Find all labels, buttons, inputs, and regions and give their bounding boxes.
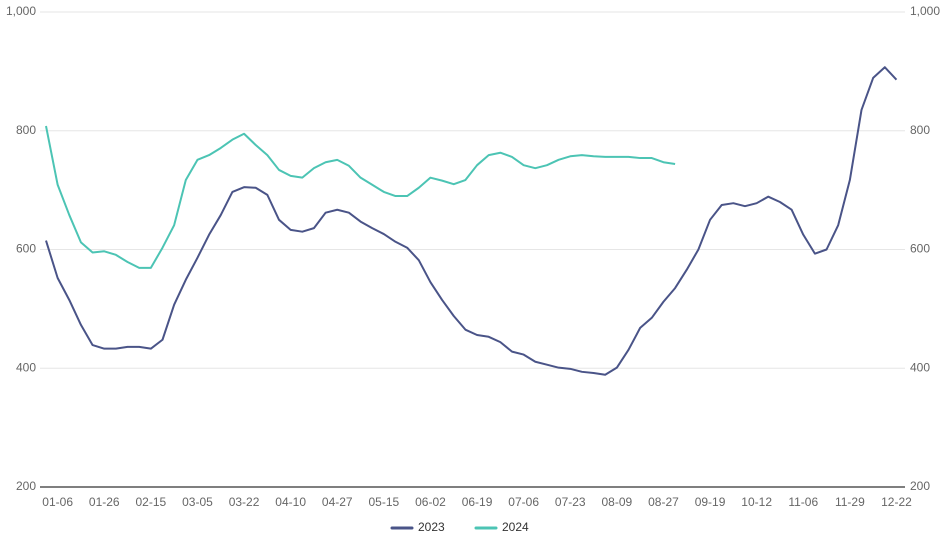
- x-tick-label: 08-09: [601, 495, 632, 509]
- y-tick-label: 1,000: [6, 4, 36, 18]
- x-tick-label: 11-29: [835, 495, 865, 509]
- legend-label: 2024: [502, 520, 529, 534]
- x-tick-label: 03-05: [182, 495, 213, 509]
- x-tick-label: 06-02: [415, 495, 446, 509]
- y2-tick-label: 1,000: [910, 4, 940, 18]
- x-tick-label: 01-26: [89, 495, 120, 509]
- x-tick-label: 03-22: [229, 495, 260, 509]
- y2-tick-label: 800: [910, 123, 930, 137]
- x-tick-label: 10-12: [741, 495, 772, 509]
- x-tick-label: 08-27: [648, 495, 679, 509]
- x-tick-label: 07-06: [508, 495, 539, 509]
- y-tick-label: 800: [16, 123, 36, 137]
- y2-tick-label: 600: [910, 242, 930, 256]
- series-line: [45, 66, 898, 376]
- series-line: [45, 125, 676, 269]
- legend-label: 2023: [418, 520, 445, 534]
- x-tick-label: 04-27: [322, 495, 353, 509]
- x-tick-label: 01-06: [42, 495, 73, 509]
- x-tick-label: 07-23: [555, 495, 586, 509]
- y-tick-label: 600: [16, 242, 36, 256]
- x-tick-label: 11-06: [788, 495, 818, 509]
- x-tick-label: 09-19: [695, 495, 726, 509]
- x-tick-label: 12-22: [881, 495, 912, 509]
- x-tick-label: 04-10: [275, 495, 306, 509]
- y-tick-label: 400: [16, 360, 36, 374]
- y2-tick-label: 400: [910, 360, 930, 374]
- x-tick-label: 05-15: [368, 495, 399, 509]
- x-tick-label: 06-19: [462, 495, 493, 509]
- y2-tick-label: 200: [910, 479, 930, 493]
- x-tick-label: 02-15: [135, 495, 166, 509]
- y-tick-label: 200: [16, 479, 36, 493]
